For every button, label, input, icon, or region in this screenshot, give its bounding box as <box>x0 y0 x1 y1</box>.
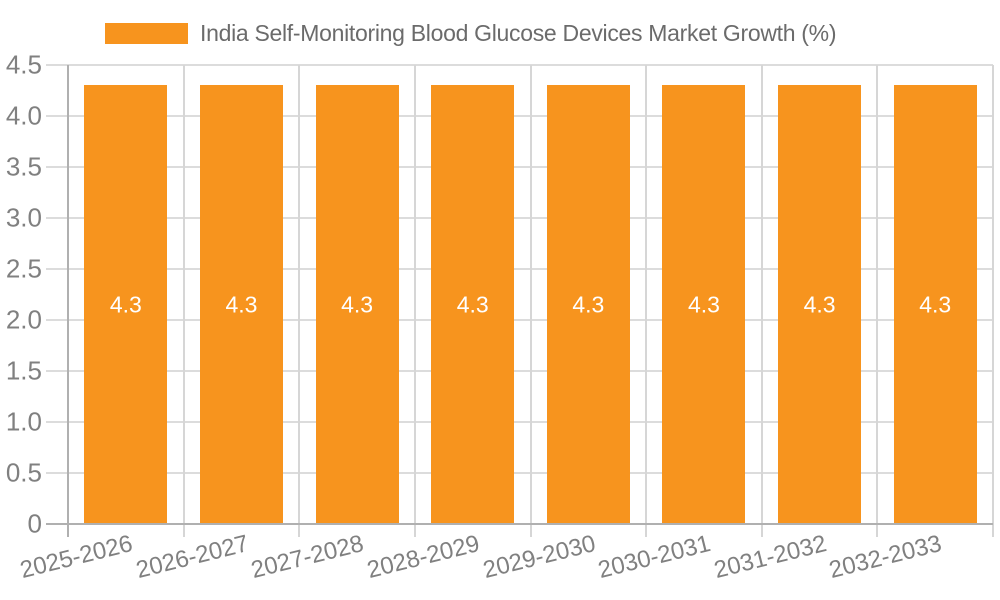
h-gridline <box>46 472 993 474</box>
y-tick-label: 3.5 <box>5 151 42 182</box>
h-gridline <box>46 268 993 270</box>
x-tick-label: 2031-2032 <box>711 530 830 584</box>
v-gridline <box>413 65 416 537</box>
y-tick-label: 1.5 <box>5 355 42 386</box>
legend-swatch <box>105 22 188 44</box>
bar <box>546 85 630 523</box>
x-tick-label: 2028-2029 <box>364 530 483 584</box>
bar-value-label: 4.3 <box>456 291 489 318</box>
v-gridline <box>298 65 301 537</box>
y-tick-label: 1.0 <box>5 406 42 437</box>
h-gridline <box>46 115 993 117</box>
x-tick-label: 2032-2033 <box>826 530 945 584</box>
v-gridline <box>876 65 879 537</box>
bar <box>662 85 746 523</box>
bar-value-label: 4.3 <box>687 291 720 318</box>
bar <box>84 85 168 523</box>
bar-value-label: 4.3 <box>225 291 258 318</box>
v-gridline <box>760 65 763 537</box>
h-gridline <box>46 319 993 321</box>
y-tick-label: 0.5 <box>5 457 42 488</box>
chart-legend: India Self-Monitoring Blood Glucose Devi… <box>105 15 836 51</box>
y-tick-label: 2.5 <box>5 253 42 284</box>
legend-label: India Self-Monitoring Blood Glucose Devi… <box>200 19 837 46</box>
y-tick-label: 3.0 <box>5 202 42 233</box>
bar <box>199 85 283 523</box>
x-baseline <box>46 523 993 525</box>
y-tick-label: 4.0 <box>5 100 42 131</box>
h-gridline <box>46 421 993 423</box>
y-tick-label: 0 <box>27 508 42 539</box>
y-tick-label: 2.0 <box>5 304 42 335</box>
bar <box>315 85 399 523</box>
v-gridline <box>182 65 185 537</box>
h-gridline <box>46 217 993 219</box>
x-tick-label: 2027-2028 <box>248 530 367 584</box>
v-gridline <box>529 65 532 537</box>
h-gridline <box>46 370 993 372</box>
y-axis-line <box>67 65 69 537</box>
x-tick-label: 2030-2031 <box>595 530 714 584</box>
h-gridline <box>46 64 993 66</box>
bar-value-label: 4.3 <box>919 291 952 318</box>
v-gridline <box>645 65 648 537</box>
bar-value-label: 4.3 <box>109 291 142 318</box>
y-tick-label: 4.5 <box>5 49 42 80</box>
bar <box>893 85 977 523</box>
bar-value-label: 4.3 <box>341 291 374 318</box>
bar <box>778 85 862 523</box>
bar <box>431 85 515 523</box>
h-gridline <box>46 166 993 168</box>
x-tick-label: 2029-2030 <box>479 530 598 584</box>
x-tick-label: 2026-2027 <box>133 530 251 584</box>
bar-value-label: 4.3 <box>572 291 605 318</box>
bar-value-label: 4.3 <box>803 291 836 318</box>
v-gridline <box>992 65 994 537</box>
